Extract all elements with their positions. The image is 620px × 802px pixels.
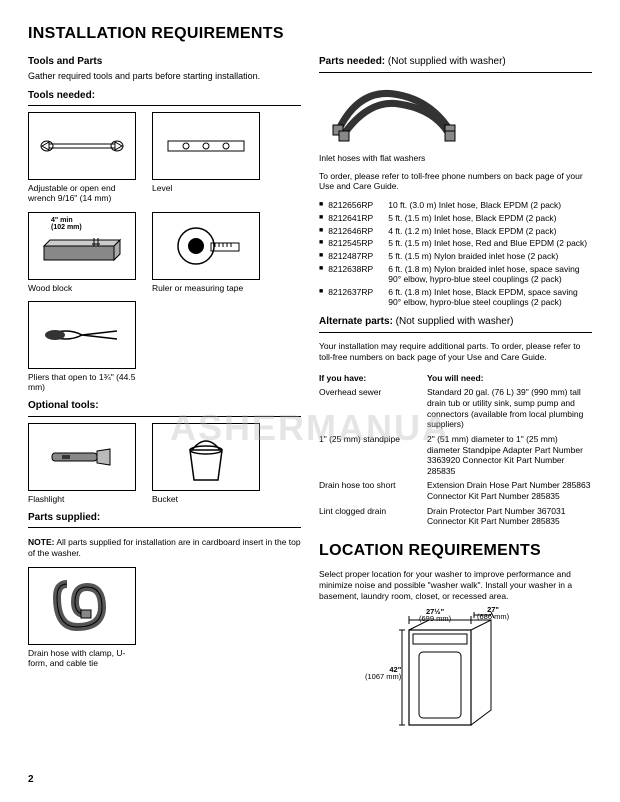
- washer-dimensions-illustration: 27½"(699 mm) 27"(686 mm) 42"(1067 mm): [319, 610, 549, 740]
- part-item: 8212637RP6 ft. (1.8 m) Inlet hose, Black…: [319, 287, 592, 308]
- ruler-caption: Ruler or measuring tape: [152, 283, 260, 293]
- wood-illustration: 4" min(102 mm): [28, 212, 136, 280]
- supplied-note: NOTE: All parts supplied for installatio…: [28, 537, 301, 558]
- table-row: 1" (25 mm) standpipe2" (51 mm) diameter …: [319, 432, 592, 479]
- wrench-caption: Adjustable or open end wrench 9/16" (14 …: [28, 183, 136, 203]
- wrench-illustration: [28, 112, 136, 180]
- inlet-caption: Inlet hoses with flat washers: [319, 153, 592, 163]
- order-text: To order, please refer to toll-free phon…: [319, 171, 592, 192]
- supplied-heading: Parts supplied:: [28, 512, 301, 525]
- parts-list: 8212656RP10 ft. (3.0 m) Inlet hose, Blac…: [319, 200, 592, 308]
- table-row: Drain hose too shortExtension Drain Hose…: [319, 478, 592, 503]
- location-text: Select proper location for your washer t…: [319, 569, 592, 601]
- bucket-caption: Bucket: [152, 494, 260, 504]
- table-row: Overhead sewerStandard 20 gal. (76 L) 39…: [319, 385, 592, 432]
- part-item: 8212656RP10 ft. (3.0 m) Inlet hose, Blac…: [319, 200, 592, 211]
- tools-needed-heading: Tools needed:: [28, 90, 301, 103]
- drain-hose-illustration: [28, 567, 136, 645]
- pliers-illustration: [28, 301, 136, 369]
- alternate-heading: Alternate parts: (Not supplied with wash…: [319, 316, 592, 329]
- table-row: Lint clogged drainDrain Protector Part N…: [319, 504, 592, 529]
- parts-needed-heading: Parts needed: (Not supplied with washer): [319, 56, 592, 69]
- bucket-illustration: [152, 423, 260, 491]
- part-item: 8212638RP6 ft. (1.8 m) Nylon braided inl…: [319, 264, 592, 285]
- tools-parts-sub: Gather required tools and parts before s…: [28, 71, 301, 82]
- tools-parts-heading: Tools and Parts: [28, 56, 301, 69]
- part-item: 8212545RP5 ft. (1.5 m) Inlet hose, Red a…: [319, 238, 592, 249]
- part-item: 8212646RP4 ft. (1.2 m) Inlet hose, Black…: [319, 226, 592, 237]
- part-item: 8212487RP5 ft. (1.5 m) Nylon braided inl…: [319, 251, 592, 262]
- optional-heading: Optional tools:: [28, 400, 301, 413]
- wood-caption: Wood block: [28, 283, 136, 293]
- part-item: 8212641RP5 ft. (1.5 m) Inlet hose, Black…: [319, 213, 592, 224]
- section-title: INSTALLATION REQUIREMENTS: [28, 24, 592, 44]
- alternate-text: Your installation may require additional…: [319, 341, 592, 362]
- ruler-illustration: [152, 212, 260, 280]
- drain-hose-caption: Drain hose with clamp, U-form, and cable…: [28, 648, 136, 668]
- level-caption: Level: [152, 183, 260, 193]
- level-illustration: [152, 112, 260, 180]
- location-title: LOCATION REQUIREMENTS: [319, 541, 592, 561]
- alternate-table: If you have:You will need: Overhead sewe…: [319, 371, 592, 529]
- inlet-hose-illustration: [319, 79, 592, 149]
- flashlight-illustration: [28, 423, 136, 491]
- page-number: 2: [28, 774, 34, 787]
- flashlight-caption: Flashlight: [28, 494, 136, 504]
- pliers-caption: Pliers that open to 1¾" (44.5 mm): [28, 372, 136, 392]
